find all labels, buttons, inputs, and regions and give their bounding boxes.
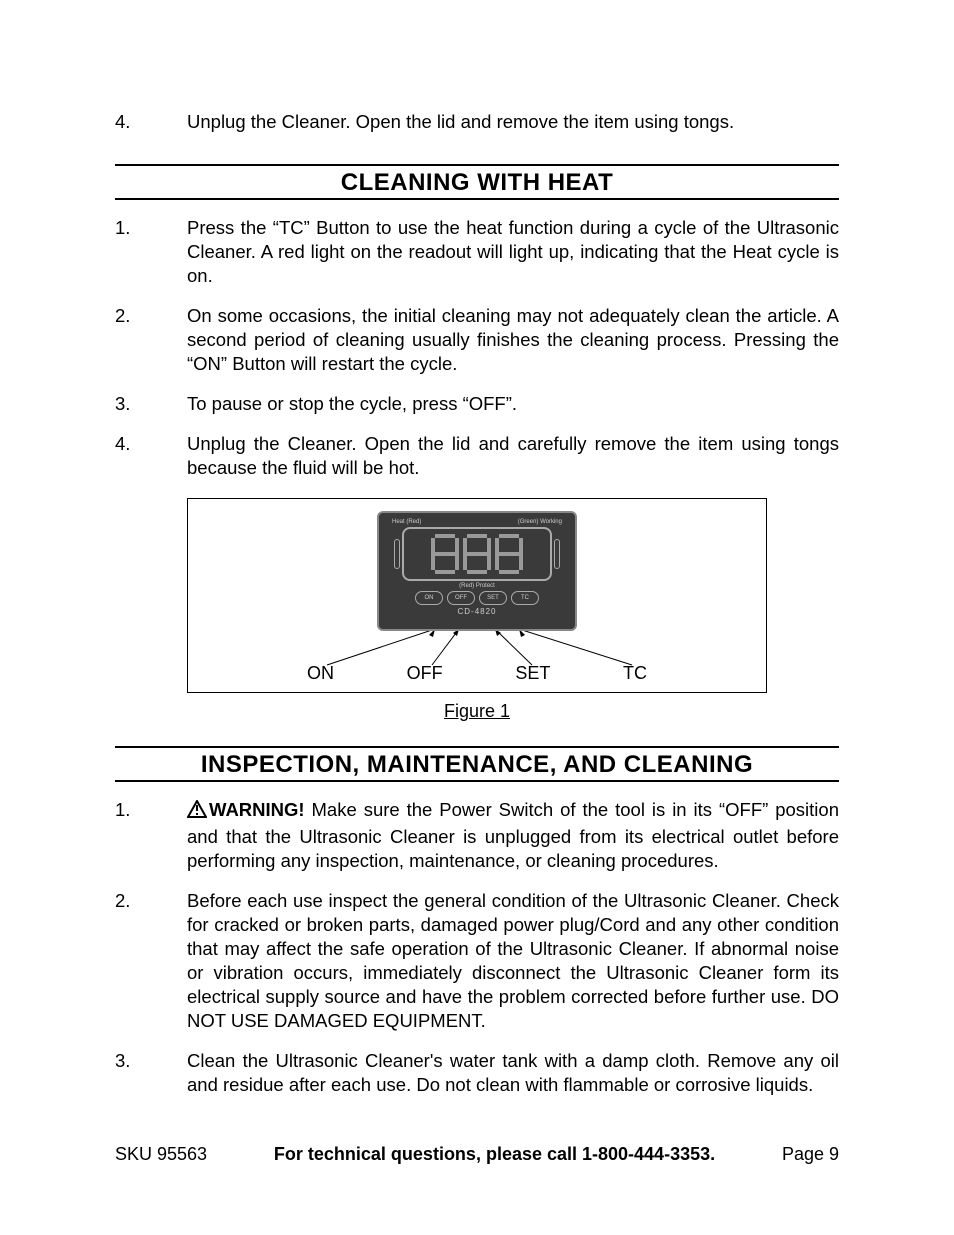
list-number: 3.	[115, 1049, 187, 1097]
page-content: 4. Unplug the Cleaner. Open the lid and …	[0, 0, 954, 1097]
list-item: 1.WARNING! Make sure the Power Switch of…	[115, 798, 839, 872]
protect-label: (Red) Protect	[459, 583, 495, 589]
list-item: 2.Before each use inspect the general co…	[115, 889, 839, 1033]
digit-1	[431, 534, 459, 574]
list-number: 2.	[115, 889, 187, 1033]
panel-buttons-row: ON OFF SET TC	[415, 591, 539, 605]
label-on: ON	[307, 663, 334, 684]
panel-btn: ON	[415, 591, 443, 605]
panel-btn: SET	[479, 591, 507, 605]
arrows-svg	[287, 627, 667, 667]
list-item: 2.On some occasions, the initial cleanin…	[115, 304, 839, 376]
list-text: WARNING! Make sure the Power Switch of t…	[187, 798, 839, 872]
list-number: 1.	[115, 216, 187, 288]
list-item: 3.To pause or stop the cycle, press “OFF…	[115, 392, 839, 416]
list-text: To pause or stop the cycle, press “OFF”.	[187, 392, 839, 416]
working-label: (Green) Working	[518, 519, 562, 525]
list-item: 1.Press the “TC” Button to use the heat …	[115, 216, 839, 288]
model-label: CD-4820	[457, 607, 496, 616]
list-text: Before each use inspect the general cond…	[187, 889, 839, 1033]
top-list-item: 4. Unplug the Cleaner. Open the lid and …	[115, 110, 839, 134]
footer-sku: SKU 95563	[115, 1144, 207, 1165]
list-number: 4.	[115, 432, 187, 480]
list-number: 4.	[115, 110, 187, 134]
panel-top-labels: Heat (Red) (Green) Working	[392, 519, 562, 525]
list-text: Clean the Ultrasonic Cleaner's water tan…	[187, 1049, 839, 1097]
list-text: Press the “TC” Button to use the heat fu…	[187, 216, 839, 288]
display-frame	[402, 527, 552, 581]
control-panel-image: Heat (Red) (Green) Working	[377, 511, 577, 631]
section2-list: 1.WARNING! Make sure the Power Switch of…	[115, 798, 839, 1097]
section1-list: 1.Press the “TC” Button to use the heat …	[115, 216, 839, 480]
list-number: 1.	[115, 798, 187, 872]
list-text: Unplug the Cleaner. Open the lid and rem…	[187, 110, 839, 134]
list-text: Unplug the Cleaner. Open the lid and car…	[187, 432, 839, 480]
panel-btn: OFF	[447, 591, 475, 605]
figure-box: Heat (Red) (Green) Working	[187, 498, 767, 693]
heat-label: Heat (Red)	[392, 519, 421, 525]
panel-btn: TC	[511, 591, 539, 605]
list-item: 4.Unplug the Cleaner. Open the lid and c…	[115, 432, 839, 480]
label-set: SET	[515, 663, 550, 684]
section-header-inspection: INSPECTION, MAINTENANCE, AND CLEANING	[115, 746, 839, 782]
figure-labels-row: ON OFF SET TC	[287, 663, 667, 684]
footer-page: Page 9	[782, 1144, 839, 1165]
digit-3	[495, 534, 523, 574]
warning-label: WARNING!	[209, 799, 305, 820]
list-item: 3.Clean the Ultrasonic Cleaner's water t…	[115, 1049, 839, 1097]
digit-2	[463, 534, 491, 574]
right-indicator	[554, 539, 560, 569]
figure-caption: Figure 1	[115, 701, 839, 722]
list-text: On some occasions, the initial cleaning …	[187, 304, 839, 376]
warning-triangle-icon	[187, 800, 207, 824]
list-number: 3.	[115, 392, 187, 416]
left-indicator	[394, 539, 400, 569]
label-off: OFF	[407, 663, 443, 684]
footer-phone: For technical questions, please call 1-8…	[274, 1144, 715, 1165]
label-tc: TC	[623, 663, 647, 684]
list-number: 2.	[115, 304, 187, 376]
section-header-cleaning-heat: CLEANING WITH HEAT	[115, 164, 839, 200]
page-footer: SKU 95563 For technical questions, pleas…	[115, 1144, 839, 1165]
